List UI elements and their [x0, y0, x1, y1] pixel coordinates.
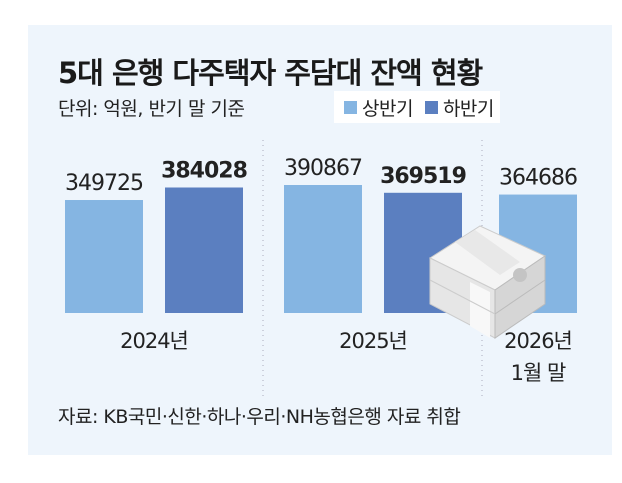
legend-label-second-half: 하반기 — [442, 97, 494, 120]
chart-subtitle: 단위: 억원, 반기 말 기준 — [58, 98, 245, 120]
legend: 상반기 하반기 — [334, 91, 500, 123]
legend-swatch-first-half — [344, 100, 357, 114]
bar — [165, 187, 243, 313]
bar-value-label: 369519 — [380, 164, 466, 189]
chart-title: 5대 은행 다주택자 주담대 잔액 현황 — [58, 56, 483, 90]
money-stack-icon — [428, 225, 547, 339]
bar-value-label: 364686 — [499, 166, 577, 191]
legend-swatch-second-half — [424, 100, 438, 114]
bar — [65, 200, 143, 313]
bar-value-label: 390867 — [284, 156, 362, 181]
category-label: 2025년 — [339, 329, 407, 353]
legend-label-first-half: 상반기 — [362, 97, 413, 120]
bar-value-label: 384028 — [161, 158, 247, 183]
bar-value-label: 349725 — [65, 171, 143, 196]
category-label: 2026년 — [504, 329, 572, 353]
bar — [284, 185, 362, 313]
category-label: 2024년 — [120, 329, 188, 353]
category-label-line2: 1월 말 — [511, 361, 566, 385]
source-note: 자료: KB국민·신한·하나·우리·NH농협은행 자료 취합 — [58, 406, 461, 428]
